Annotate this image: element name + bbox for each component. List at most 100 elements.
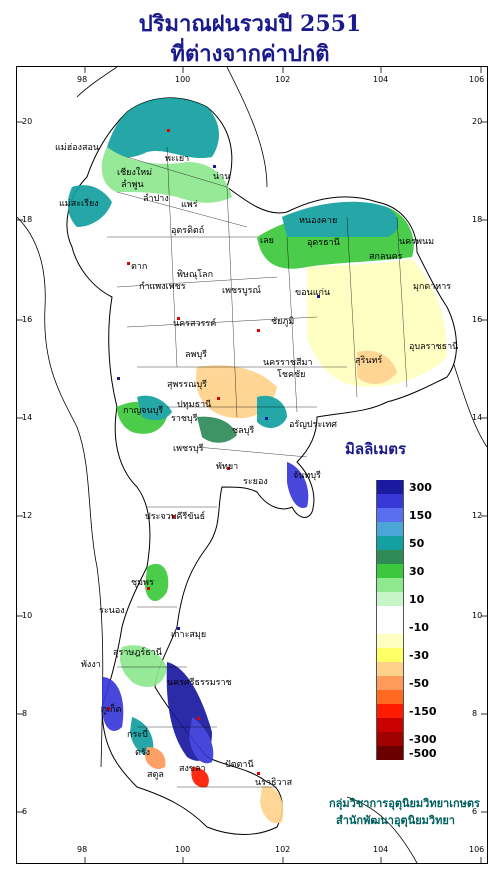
city-label: โชคชัย: [277, 370, 306, 380]
city-label: ระยอง: [243, 477, 268, 487]
map-canvas: [17, 67, 487, 863]
credit-line-1: กลุ่มวิชาการอุตุนิยมวิทยาเกษตร: [329, 797, 480, 810]
legend-swatch: [376, 648, 404, 662]
x-tick-label: 102: [275, 845, 291, 854]
city-label: นครราชสีมา: [263, 358, 313, 368]
city-label: ปัตตานี: [225, 760, 254, 770]
city-label: พิษณุโลก: [177, 270, 214, 280]
city-label: ชลบุรี: [232, 426, 255, 436]
y-tick-label: 6: [472, 807, 478, 816]
y-tick-label: 14: [472, 413, 483, 422]
city-label: ลพบุรี: [185, 350, 207, 360]
graticule-ticks: [17, 67, 487, 863]
city-label: ลำพูน: [121, 180, 144, 190]
y-tick-label: 20: [472, 117, 483, 126]
legend-swatch: [376, 564, 404, 578]
y-tick-label: 16: [472, 315, 483, 324]
legend-label: 30: [409, 565, 425, 578]
city-label: นครศรีธรรมราช: [167, 678, 232, 688]
y-tick-label: 10: [22, 611, 33, 620]
x-tick-label: 104: [373, 845, 389, 854]
city-label: อุตรดิตถ์: [171, 226, 205, 236]
city-label: อุบลราชธานี: [409, 342, 459, 352]
city-label: ราชบุรี: [171, 414, 198, 424]
legend-label: -10: [409, 621, 429, 634]
anomaly-fills: [67, 97, 447, 824]
legend-swatch: [376, 578, 404, 592]
legend-label: 10: [409, 593, 425, 606]
legend-swatch: [376, 606, 404, 620]
legend-label: 50: [409, 537, 425, 550]
legend-swatch: [376, 746, 404, 760]
city-label: พะเยา: [165, 154, 190, 164]
city-label: ตรัง: [135, 748, 151, 758]
legend-swatch: [376, 634, 404, 648]
city-label: แม่ฮ่องสอน: [55, 143, 100, 153]
legend-swatch: [376, 592, 404, 606]
city-label: เกาะสมุย: [171, 630, 207, 640]
city-label: ชุมพร: [131, 578, 154, 588]
credit-line-2: สำนักพัฒนาอุตุนิยมวิทยา: [336, 814, 455, 827]
city-label: ประจวบคีรีขันธ์: [145, 512, 206, 522]
legend-label: -150: [409, 705, 437, 718]
legend-swatch: [376, 522, 404, 536]
city-label: ตาก: [131, 262, 148, 272]
city-label: กระบี่: [127, 730, 148, 740]
city-label: เชียงใหม่: [117, 168, 153, 178]
city-label: เลย: [260, 236, 274, 246]
city-label: สกลนคร: [369, 252, 403, 262]
city-label: สุพรรณบุรี: [167, 380, 207, 390]
city-label: สุราษฎร์ธานี: [113, 648, 162, 658]
city-label: ปทุมธานี: [177, 400, 212, 410]
city-label: กำแพงเพชร: [139, 282, 186, 292]
legend-swatch: [376, 536, 404, 550]
x-tick-label: 102: [275, 75, 291, 84]
city-label: ขอนแก่น: [295, 288, 331, 298]
city-label: นครสวรรค์: [173, 319, 217, 329]
y-tick-label: 18: [472, 215, 483, 224]
city-label: นครพนม: [399, 237, 435, 247]
city-label: แม่สะเรียง: [59, 199, 99, 209]
legend-label: -500: [409, 747, 437, 760]
legend-label: -300: [409, 733, 437, 746]
city-label: แพร่: [181, 200, 198, 210]
y-tick-label: 6: [22, 807, 28, 816]
y-tick-label: 14: [22, 413, 33, 422]
city-label: สงขลา: [179, 764, 206, 774]
legend-swatch: [376, 508, 404, 522]
legend-swatch: [376, 732, 404, 746]
city-label: สุรินทร์: [355, 356, 383, 366]
x-tick-label: 106: [469, 845, 485, 854]
city-label: เพชรบุรี: [173, 444, 204, 454]
y-tick-label: 20: [22, 117, 33, 126]
y-tick-label: 10: [472, 611, 483, 620]
map-frame: 98 100 102 104 106 98 100 102 104 106 20…: [16, 66, 488, 864]
map-title: ปริมาณฝนรวมปี 2551: [138, 11, 362, 37]
city-label: พัทยา: [216, 462, 239, 472]
legend-label: -30: [409, 649, 429, 662]
x-tick-label: 98: [77, 845, 88, 854]
province-lines: [107, 146, 408, 788]
city-label: เพชรบูรณ์: [222, 286, 261, 296]
legend-unit-label: มิลลิเมตร: [345, 440, 407, 458]
x-tick-label: 106: [469, 75, 485, 84]
city-label: จันทบุรี: [293, 471, 321, 481]
legend-label: 300: [409, 481, 432, 494]
legend-label: 150: [409, 509, 432, 522]
legend-swatch: [376, 550, 404, 564]
x-tick-label: 100: [175, 845, 191, 854]
map-subtitle: ที่ต่างจากค่าปกติ: [170, 41, 330, 67]
city-label: ระนอง: [99, 606, 125, 616]
y-tick-label: 18: [22, 215, 33, 224]
x-tick-label: 104: [373, 75, 389, 84]
city-label: หนองคาย: [299, 216, 338, 226]
y-tick-label: 8: [22, 709, 28, 718]
city-label: มุกดาหาร: [413, 282, 452, 292]
city-label: สตูล: [147, 770, 164, 780]
city-label: ลำปาง: [143, 194, 169, 204]
legend-swatch: [376, 662, 404, 676]
city-label: น่าน: [213, 172, 231, 182]
city-label: พังงา: [81, 660, 101, 670]
city-label: ชัยภูมิ: [271, 317, 295, 327]
legend-swatch: [376, 494, 404, 508]
